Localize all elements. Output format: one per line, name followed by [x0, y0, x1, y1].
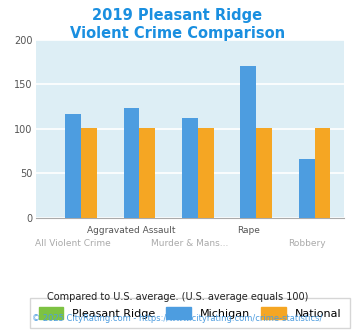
Text: Violent Crime Comparison: Violent Crime Comparison: [70, 26, 285, 41]
Bar: [240, 66, 256, 218]
Text: Aggravated Assault: Aggravated Assault: [87, 226, 176, 235]
Bar: [299, 159, 315, 218]
Bar: [124, 108, 140, 218]
Text: 2019 Pleasant Ridge: 2019 Pleasant Ridge: [92, 8, 263, 23]
Bar: [140, 128, 155, 218]
Text: Compared to U.S. average. (U.S. average equals 100): Compared to U.S. average. (U.S. average …: [47, 292, 308, 302]
Text: All Violent Crime: All Violent Crime: [35, 239, 111, 248]
Bar: [315, 128, 330, 218]
Text: © 2025 CityRating.com - https://www.cityrating.com/crime-statistics/: © 2025 CityRating.com - https://www.city…: [32, 314, 323, 323]
Text: Murder & Mans...: Murder & Mans...: [151, 239, 229, 248]
Text: Robbery: Robbery: [288, 239, 326, 248]
Bar: [256, 128, 272, 218]
Bar: [65, 115, 81, 218]
Bar: [198, 128, 214, 218]
Text: Rape: Rape: [237, 226, 260, 235]
Bar: [81, 128, 97, 218]
Bar: [182, 118, 198, 218]
Legend: Pleasant Ridge, Michigan, National: Pleasant Ridge, Michigan, National: [30, 298, 350, 328]
